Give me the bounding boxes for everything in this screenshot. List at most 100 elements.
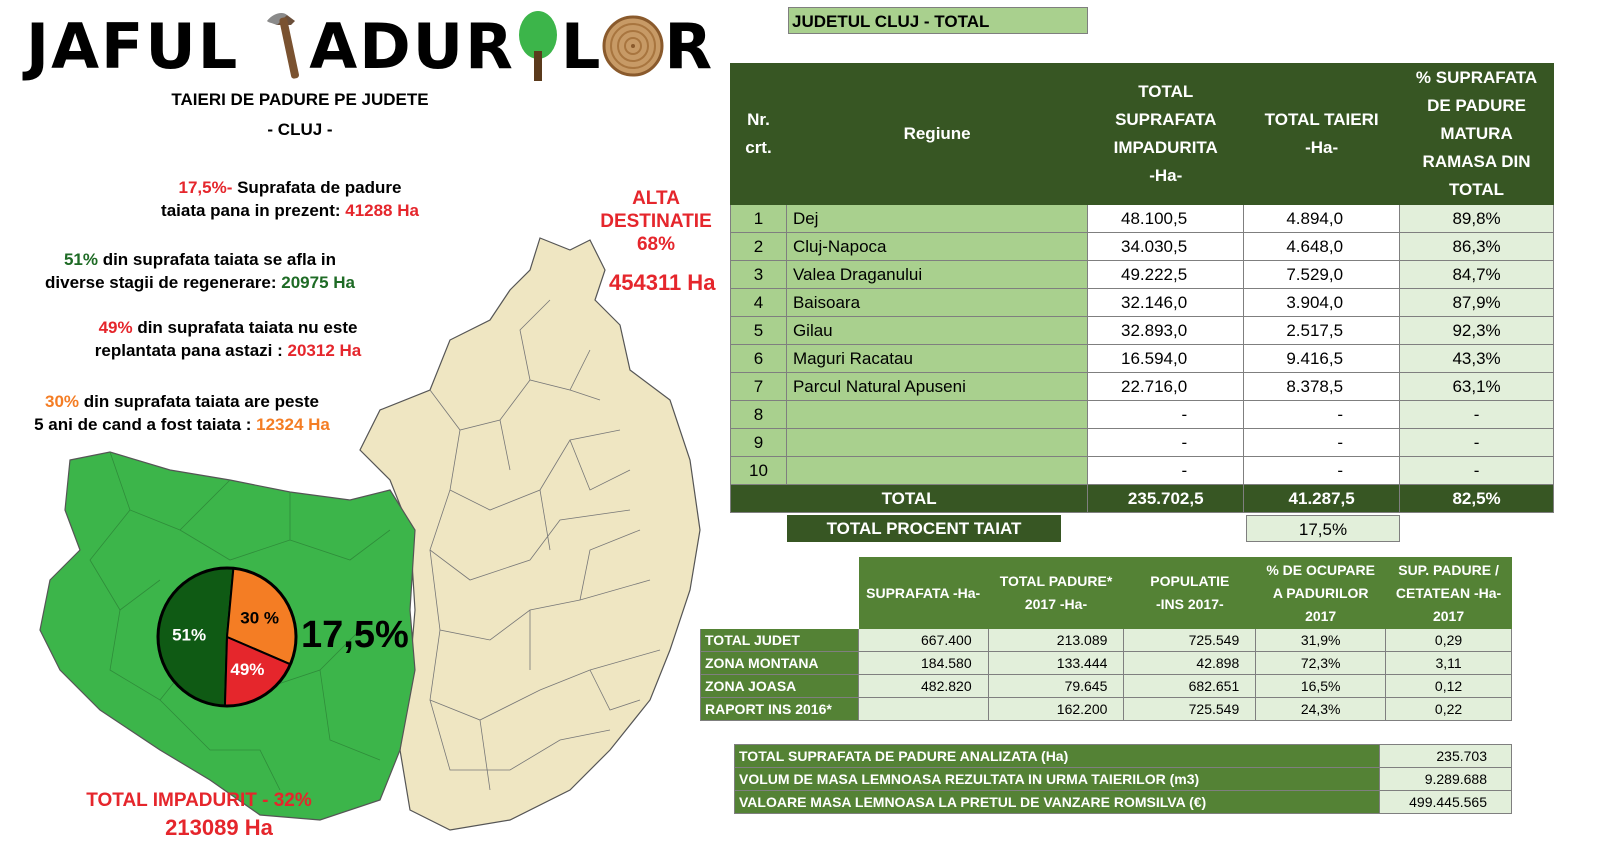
cell-taieri: 7.529,0 bbox=[1243, 260, 1401, 289]
cell-taieri: 9.416,5 bbox=[1243, 344, 1401, 373]
pie-chart: 51% 30 % 49% bbox=[156, 566, 298, 708]
cell-sup_cetatean: 3,11 bbox=[1385, 651, 1512, 675]
cell-regiune: Parcul Natural Apuseni bbox=[785, 372, 1089, 401]
table-row: TOTAL SUPRAFATA DE PADURE ANALIZATA (Ha)… bbox=[733, 744, 1512, 768]
cell-suprafata: 32.893,0 bbox=[1087, 316, 1245, 345]
table-row: ZONA MONTANA 184.580 133.444 42.898 72,3% 3,1… bbox=[700, 651, 1512, 675]
cell-suprafata: 482.820 bbox=[857, 674, 989, 698]
pie-label-2: 49% bbox=[230, 660, 264, 679]
cell-suprafata: 22.716,0 bbox=[1087, 372, 1245, 401]
county-map: 51% 30 % 49% bbox=[39, 237, 701, 831]
cell-taieri: 4.648,0 bbox=[1243, 232, 1401, 261]
table-row: TOTAL JUDET 667.400 213.089 725.549 31,9% 0,2… bbox=[700, 628, 1512, 652]
cell-taieri: 4.894,0 bbox=[1243, 204, 1401, 233]
table-row: 9--- bbox=[730, 428, 1554, 457]
cell-value: 235.703 bbox=[1379, 744, 1512, 768]
table-row: 3 Valea Draganului 49.222,5 7.529,0 84,7% bbox=[730, 260, 1554, 289]
cut-percent-big: 17,5% bbox=[301, 614, 409, 656]
cell-regiune: Gilau bbox=[785, 316, 1089, 345]
header-taieri: TOTAL TAIERI -Ha- bbox=[1243, 63, 1401, 205]
cell-procent: 89,8% bbox=[1399, 204, 1554, 233]
cell-nr: 4 bbox=[730, 288, 787, 317]
title-word-part-d: R bbox=[664, 9, 715, 83]
stat-regeneration: 51% din suprafata taiata se afla in dive… bbox=[45, 250, 355, 292]
cell-taieri: - bbox=[1243, 428, 1401, 457]
cell-nr: 9 bbox=[730, 428, 787, 457]
pie-label-1: 30 % bbox=[240, 609, 279, 628]
table-row: 4 Baisoara 32.146,0 3.904,0 87,9% bbox=[730, 288, 1554, 317]
cell-procent: 84,7% bbox=[1399, 260, 1554, 289]
cell-suprafata: 32.146,0 bbox=[1087, 288, 1245, 317]
cell-suprafata: 184.580 bbox=[857, 651, 989, 675]
header-nr: Nr. crt. bbox=[730, 63, 787, 205]
cell-suprafata: 34.030,5 bbox=[1087, 232, 1245, 261]
pie-label-0: 51% bbox=[172, 626, 206, 645]
cell-label: ZONA JOASA bbox=[700, 674, 859, 698]
cell-procent: 86,3% bbox=[1399, 232, 1554, 261]
table-row: VOLUM DE MASA LEMNOASA REZULTATA IN URMA… bbox=[733, 767, 1512, 791]
stats-table-header: SUPRAFATA -Ha- TOTAL PADURE* 2017 -Ha- PO… bbox=[700, 557, 1512, 629]
cell-procent: 92,3% bbox=[1399, 316, 1554, 345]
cell-padure: 79.645 bbox=[987, 674, 1125, 698]
cell-taieri: - bbox=[1243, 400, 1401, 429]
stat-over-5-years: 30% din suprafata taiata are peste 5 ani… bbox=[34, 392, 330, 434]
cell-taieri: 3.904,0 bbox=[1243, 288, 1401, 317]
cell-nr: 1 bbox=[730, 204, 787, 233]
stat-not-replanted: 49% din suprafata taiata nu este replant… bbox=[94, 318, 362, 360]
cell-taieri: - bbox=[1243, 456, 1401, 485]
table-row: 6 Maguri Racatau 16.594,0 9.416,5 43,3% bbox=[730, 344, 1554, 373]
title-word-jaful: JAFUL bbox=[26, 9, 240, 83]
table-row: RAPORT INS 2016* 162.200 725.549 24,3% 0,22 bbox=[700, 697, 1512, 721]
cell-regiune: Dej bbox=[785, 204, 1089, 233]
main-table-total-row: TOTAL 235.702,5 41.287,5 82,5% bbox=[729, 484, 1554, 513]
pie-outline bbox=[156, 566, 298, 708]
table-row: 1 Dej 48.100,5 4.894,0 89,8% bbox=[730, 204, 1554, 233]
table-row: 2 Cluj-Napoca 34.030,5 4.648,0 86,3% bbox=[730, 232, 1554, 261]
cell-procent: 87,9% bbox=[1399, 288, 1554, 317]
subtitle: TAIERI DE PADURE PE JUDETE bbox=[171, 90, 429, 109]
axe-icon bbox=[267, 13, 300, 79]
cell-label: TOTAL JUDET bbox=[700, 628, 859, 652]
cell-value: 499.445.565 bbox=[1379, 790, 1512, 814]
cell-procent: - bbox=[1399, 400, 1554, 429]
page-title: JAFUL ADU R L R bbox=[26, 4, 714, 88]
cell-populatie: 42.898 bbox=[1123, 651, 1257, 675]
title-word-part-b: R bbox=[465, 9, 515, 83]
header-suprafata: TOTAL SUPRAFATA IMPADURITA -Ha- bbox=[1087, 63, 1245, 205]
main-table-header: Nr. crt. Regiune TOTAL SUPRAFATA IMPADURITA… bbox=[730, 63, 1554, 205]
cell-regiune: Valea Draganului bbox=[785, 260, 1089, 289]
tree-icon bbox=[518, 11, 557, 81]
cell-label: VOLUM DE MASA LEMNOASA REZULTATA IN URMA… bbox=[733, 767, 1381, 791]
procent-taiat-value: 17,5% bbox=[1246, 515, 1400, 542]
cell-procent: 63,1% bbox=[1399, 372, 1554, 401]
cell-procent: - bbox=[1399, 456, 1554, 485]
cell-populatie: 725.549 bbox=[1123, 628, 1257, 652]
cell-procent: - bbox=[1399, 428, 1554, 457]
cell-populatie: 725.549 bbox=[1123, 697, 1257, 721]
cell-suprafata: 16.594,0 bbox=[1087, 344, 1245, 373]
table-row: ZONA JOASA 482.820 79.645 682.651 16,5% 0,12 bbox=[700, 674, 1512, 698]
cell-nr: 7 bbox=[730, 372, 787, 401]
cell-taieri: 2.517,5 bbox=[1243, 316, 1401, 345]
cell-sup_cetatean: 0,22 bbox=[1385, 697, 1512, 721]
cell-populatie: 682.651 bbox=[1123, 674, 1257, 698]
main-table-caption: JUDETUL CLUJ - TOTAL bbox=[788, 7, 1088, 34]
cell-value: 9.289.688 bbox=[1379, 767, 1512, 791]
cell-nr: 8 bbox=[730, 400, 787, 429]
cell-taieri: 8.378,5 bbox=[1243, 372, 1401, 401]
county-label: - CLUJ - bbox=[267, 120, 333, 139]
cell-sup_cetatean: 0,12 bbox=[1385, 674, 1512, 698]
cell-ocupare: 72,3% bbox=[1255, 651, 1387, 675]
cell-nr: 2 bbox=[730, 232, 787, 261]
cell-suprafata: 49.222,5 bbox=[1087, 260, 1245, 289]
alta-destinatie-label: ALTA DESTINATIE 68% bbox=[600, 188, 712, 255]
cell-padure: 133.444 bbox=[987, 651, 1125, 675]
table-row: VALOARE MASA LEMNOASA LA PRETUL DE VANZA… bbox=[733, 790, 1512, 814]
cell-label: ZONA MONTANA bbox=[700, 651, 859, 675]
cell-regiune bbox=[785, 400, 1089, 429]
title-word-part-a: ADU bbox=[309, 9, 466, 83]
impadurit-value: 213089 Ha bbox=[165, 815, 273, 840]
cell-suprafata: - bbox=[1087, 400, 1245, 429]
cell-nr: 10 bbox=[730, 456, 787, 485]
cell-regiune: Baisoara bbox=[785, 288, 1089, 317]
